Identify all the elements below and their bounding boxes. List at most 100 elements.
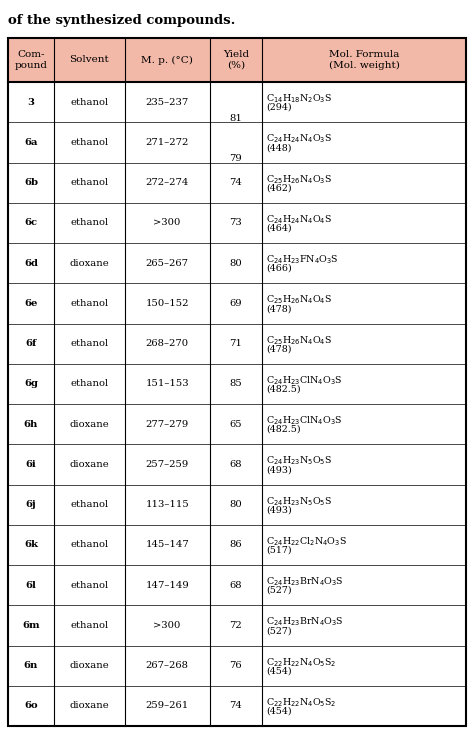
Text: 81: 81	[229, 113, 242, 123]
Text: 6o: 6o	[24, 701, 38, 710]
Text: 69: 69	[229, 299, 242, 308]
Text: 68: 68	[229, 460, 242, 469]
Text: ethanol: ethanol	[70, 379, 109, 389]
Text: (462): (462)	[266, 184, 292, 193]
Text: 147–149: 147–149	[145, 580, 189, 589]
Text: ethanol: ethanol	[70, 218, 109, 228]
Text: (493): (493)	[266, 465, 292, 474]
Text: 151–153: 151–153	[146, 379, 189, 389]
Text: 6e: 6e	[24, 299, 37, 308]
Text: 73: 73	[229, 218, 242, 228]
Text: 80: 80	[229, 500, 242, 509]
Text: 80: 80	[229, 258, 242, 268]
Text: C$_{22}$H$_{22}$N$_{4}$O$_{5}$S$_{2}$: C$_{22}$H$_{22}$N$_{4}$O$_{5}$S$_{2}$	[266, 696, 337, 709]
Text: (517): (517)	[266, 545, 292, 555]
Text: 113–115: 113–115	[145, 500, 189, 509]
Text: 277–279: 277–279	[146, 419, 189, 429]
Text: C$_{25}$H$_{26}$N$_{4}$O$_{3}$S: C$_{25}$H$_{26}$N$_{4}$O$_{3}$S	[266, 173, 332, 186]
Text: ethanol: ethanol	[70, 178, 109, 187]
Text: ethanol: ethanol	[70, 540, 109, 550]
Text: ethanol: ethanol	[70, 621, 109, 630]
Text: 265–267: 265–267	[146, 258, 189, 268]
Text: 6b: 6b	[24, 178, 38, 187]
Text: C$_{24}$H$_{23}$N$_{5}$O$_{5}$S: C$_{24}$H$_{23}$N$_{5}$O$_{5}$S	[266, 496, 332, 508]
Text: 6k: 6k	[24, 540, 38, 550]
Text: (464): (464)	[266, 223, 292, 233]
Text: C$_{24}$H$_{23}$N$_{5}$O$_{5}$S: C$_{24}$H$_{23}$N$_{5}$O$_{5}$S	[266, 455, 332, 468]
Text: >300: >300	[154, 218, 181, 228]
Text: (294): (294)	[266, 103, 292, 112]
Text: (466): (466)	[266, 264, 292, 273]
Text: Mol. Formula
(Mol. weight): Mol. Formula (Mol. weight)	[328, 51, 400, 70]
Text: 6j: 6j	[26, 500, 36, 509]
Text: 6c: 6c	[24, 218, 37, 228]
Text: dioxane: dioxane	[69, 661, 109, 670]
Text: ethanol: ethanol	[70, 97, 109, 107]
Text: C$_{24}$H$_{22}$Cl$_{2}$N$_{4}$O$_{3}$S: C$_{24}$H$_{22}$Cl$_{2}$N$_{4}$O$_{3}$S	[266, 536, 347, 548]
Text: C$_{24}$H$_{24}$N$_{4}$O$_{4}$S: C$_{24}$H$_{24}$N$_{4}$O$_{4}$S	[266, 214, 332, 226]
Text: 235–237: 235–237	[146, 97, 189, 107]
Text: (527): (527)	[266, 626, 292, 635]
Text: Com-
pound: Com- pound	[14, 51, 47, 70]
Text: (482.5): (482.5)	[266, 425, 301, 434]
Text: 6i: 6i	[26, 460, 36, 469]
Text: ethanol: ethanol	[70, 500, 109, 509]
Text: C$_{24}$H$_{23}$BrN$_{4}$O$_{3}$S: C$_{24}$H$_{23}$BrN$_{4}$O$_{3}$S	[266, 576, 344, 589]
Text: M. p. (°C): M. p. (°C)	[141, 56, 193, 64]
Text: 6d: 6d	[24, 258, 38, 268]
Text: 86: 86	[229, 540, 242, 550]
Text: Solvent: Solvent	[69, 56, 109, 64]
Text: 72: 72	[229, 621, 242, 630]
Text: 259–261: 259–261	[146, 701, 189, 710]
Text: (482.5): (482.5)	[266, 384, 301, 394]
Text: 271–272: 271–272	[146, 138, 189, 147]
Text: C$_{24}$H$_{23}$ClN$_{4}$O$_{3}$S: C$_{24}$H$_{23}$ClN$_{4}$O$_{3}$S	[266, 415, 343, 427]
Text: 6n: 6n	[24, 661, 38, 670]
Text: 145–147: 145–147	[145, 540, 189, 550]
Text: dioxane: dioxane	[69, 419, 109, 429]
Text: ethanol: ethanol	[70, 299, 109, 308]
Text: 6l: 6l	[26, 580, 36, 589]
Text: (454): (454)	[266, 706, 292, 716]
Text: 6h: 6h	[24, 419, 38, 429]
Text: 71: 71	[229, 339, 242, 348]
Text: of the synthesized compounds.: of the synthesized compounds.	[8, 14, 236, 27]
Text: C$_{25}$H$_{26}$N$_{4}$O$_{4}$S: C$_{25}$H$_{26}$N$_{4}$O$_{4}$S	[266, 294, 332, 307]
Text: 6g: 6g	[24, 379, 38, 389]
Text: 150–152: 150–152	[146, 299, 189, 308]
Text: C$_{22}$H$_{22}$N$_{4}$O$_{5}$S$_{2}$: C$_{22}$H$_{22}$N$_{4}$O$_{5}$S$_{2}$	[266, 656, 337, 669]
Text: (478): (478)	[266, 344, 292, 354]
Bar	[8, 38, 466, 82]
Text: (493): (493)	[266, 505, 292, 515]
Text: 79: 79	[229, 154, 242, 163]
Text: 3: 3	[27, 97, 35, 107]
Text: 76: 76	[229, 661, 242, 670]
Text: C$_{24}$H$_{23}$BrN$_{4}$O$_{3}$S: C$_{24}$H$_{23}$BrN$_{4}$O$_{3}$S	[266, 616, 344, 629]
Text: (478): (478)	[266, 304, 292, 313]
Text: 6f: 6f	[25, 339, 36, 348]
Text: C$_{24}$H$_{24}$N$_{4}$O$_{3}$S: C$_{24}$H$_{24}$N$_{4}$O$_{3}$S	[266, 133, 332, 146]
Text: 268–270: 268–270	[146, 339, 189, 348]
Text: 6m: 6m	[22, 621, 40, 630]
Text: 272–274: 272–274	[146, 178, 189, 187]
Text: 65: 65	[229, 419, 242, 429]
Text: dioxane: dioxane	[69, 258, 109, 268]
Text: dioxane: dioxane	[69, 701, 109, 710]
Text: 74: 74	[229, 701, 242, 710]
Text: Yield
(%): Yield (%)	[223, 51, 249, 70]
Text: ethanol: ethanol	[70, 339, 109, 348]
Text: dioxane: dioxane	[69, 460, 109, 469]
Text: (454): (454)	[266, 666, 292, 676]
Text: C$_{24}$H$_{23}$FN$_{4}$O$_{3}$S: C$_{24}$H$_{23}$FN$_{4}$O$_{3}$S	[266, 254, 339, 266]
Text: C$_{14}$H$_{18}$N$_{2}$O$_{3}$S: C$_{14}$H$_{18}$N$_{2}$O$_{3}$S	[266, 93, 332, 105]
Text: (527): (527)	[266, 586, 292, 595]
Text: >300: >300	[154, 621, 181, 630]
Text: 6a: 6a	[24, 138, 37, 147]
Text: 267–268: 267–268	[146, 661, 189, 670]
Text: 85: 85	[229, 379, 242, 389]
Text: 68: 68	[229, 580, 242, 589]
Text: ethanol: ethanol	[70, 138, 109, 147]
Text: C$_{25}$H$_{26}$N$_{4}$O$_{4}$S: C$_{25}$H$_{26}$N$_{4}$O$_{4}$S	[266, 335, 332, 347]
Text: ethanol: ethanol	[70, 580, 109, 589]
Text: C$_{24}$H$_{23}$ClN$_{4}$O$_{3}$S: C$_{24}$H$_{23}$ClN$_{4}$O$_{3}$S	[266, 375, 343, 387]
